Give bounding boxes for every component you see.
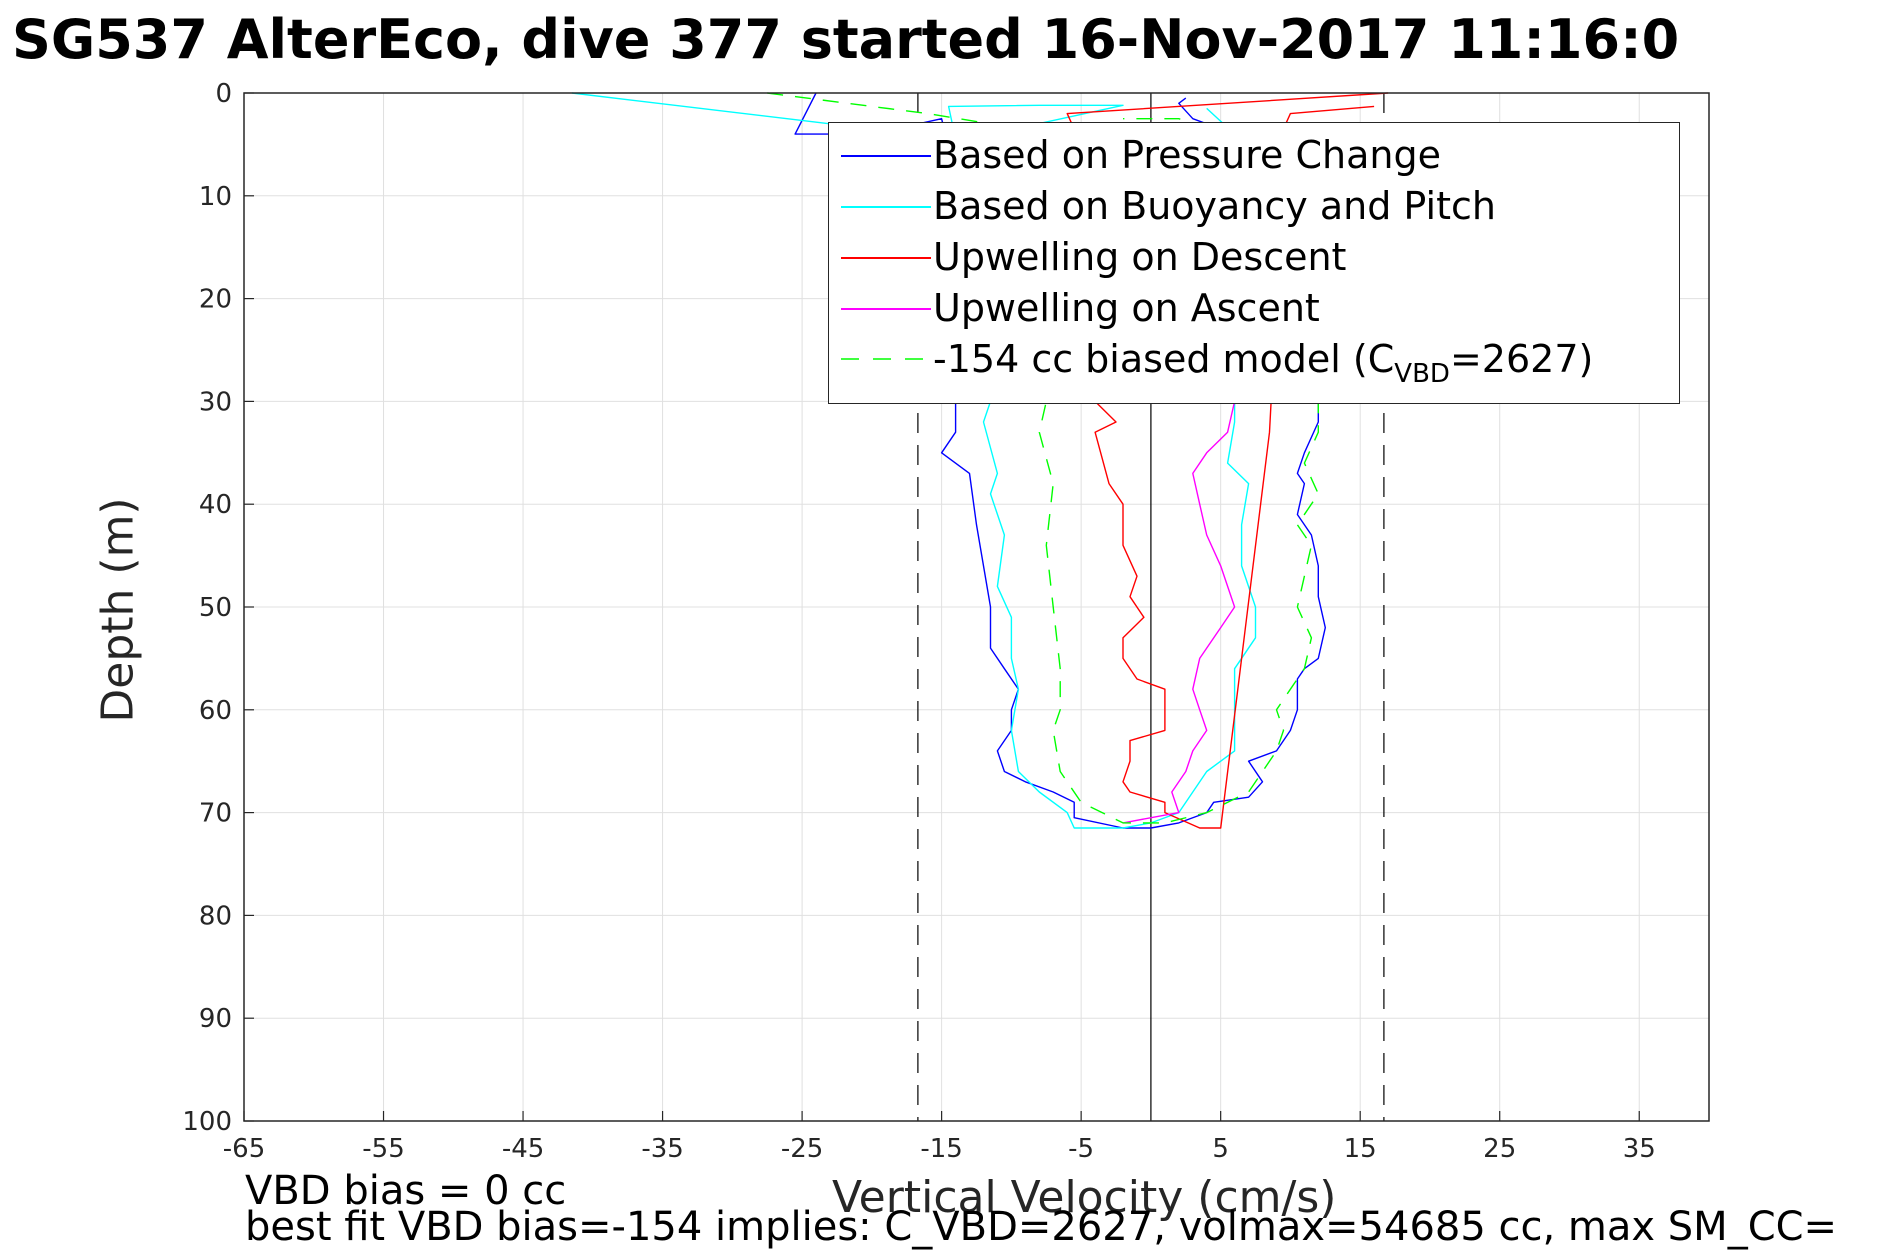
legend-swatch-dashed — [841, 358, 931, 360]
legend-label: -154 cc biased model (CVBD=2627) — [933, 337, 1594, 389]
y-tick-label: 0 — [215, 79, 232, 109]
legend-item-pressure-change: Based on Pressure Change — [829, 131, 1679, 181]
legend-label: Upwelling on Ascent — [933, 286, 1320, 330]
y-tick-label: 40 — [199, 490, 232, 520]
y-tick-label: 100 — [182, 1107, 232, 1137]
legend-label: Upwelling on Descent — [933, 235, 1347, 279]
x-tick-label: -55 — [362, 1134, 404, 1164]
x-tick-label: -65 — [223, 1134, 265, 1164]
y-tick-label: 50 — [199, 593, 232, 623]
y-tick-label: 30 — [199, 387, 232, 417]
x-axis-label: Vertical Velocity (cm/s) — [832, 1172, 1337, 1223]
y-axis-label: Depth (m) — [92, 497, 144, 723]
y-tick-label: 70 — [199, 799, 232, 829]
series-line — [1066, 92, 1389, 829]
legend-item-buoyancy-pitch: Based on Buoyancy and Pitch — [829, 182, 1679, 232]
x-tick-label: 25 — [1483, 1134, 1516, 1164]
legend-swatch — [841, 155, 931, 157]
series-line — [767, 92, 1320, 824]
x-tick-label: -25 — [781, 1134, 823, 1164]
y-tick-label: 90 — [199, 1004, 232, 1034]
x-tick-label: -35 — [641, 1134, 683, 1164]
legend-label: Based on Buoyancy and Pitch — [933, 184, 1496, 228]
legend-item-biased-model: -154 cc biased model (CVBD=2627) — [829, 335, 1679, 389]
legend-label: Based on Pressure Change — [933, 133, 1441, 177]
axis-ticks: -65 -55 -45 -35 -25 -15 -5 5 15 25 350102030405060… — [182, 79, 1655, 1164]
x-tick-label: 15 — [1344, 1134, 1377, 1164]
x-tick-label: -45 — [502, 1134, 544, 1164]
legend-item-upwelling-descent: Upwelling on Descent — [829, 233, 1679, 283]
y-tick-label: 60 — [199, 696, 232, 726]
x-tick-label: -15 — [920, 1134, 962, 1164]
x-tick-label: 35 — [1623, 1134, 1656, 1164]
vbd-bias-note: VBD bias = 0 cc — [245, 1168, 567, 1214]
chart-legend: Based on Pressure Change Based on Buoyan… — [828, 122, 1680, 404]
x-tick-label: -5 — [1068, 1134, 1094, 1164]
legend-swatch — [841, 308, 931, 310]
y-tick-label: 80 — [199, 901, 232, 931]
legend-swatch — [841, 257, 931, 259]
best-fit-note: best fit VBD bias=-154 implies: C_VBD=26… — [245, 1204, 1838, 1250]
legend-item-upwelling-ascent: Upwelling on Ascent — [829, 284, 1679, 334]
y-tick-label: 20 — [199, 285, 232, 315]
series-line — [1122, 401, 1236, 824]
series-line — [794, 92, 1327, 829]
chart-title: SG537 AlterEco, dive 377 started 16-Nov-… — [12, 8, 1680, 71]
y-tick-label: 10 — [199, 182, 232, 212]
x-tick-label: 5 — [1212, 1134, 1229, 1164]
legend-swatch — [841, 206, 931, 208]
